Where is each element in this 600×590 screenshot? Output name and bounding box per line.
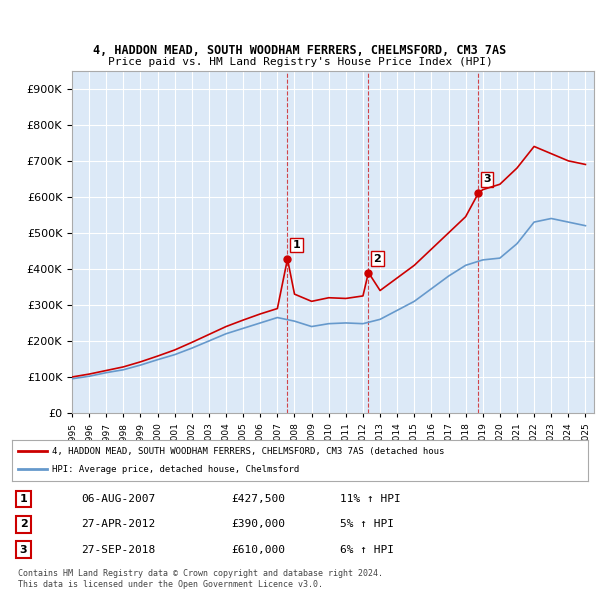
Text: 1: 1 bbox=[20, 494, 28, 504]
Text: £427,500: £427,500 bbox=[231, 494, 285, 504]
Text: HPI: Average price, detached house, Chelmsford: HPI: Average price, detached house, Chel… bbox=[52, 465, 299, 474]
Text: 4, HADDON MEAD, SOUTH WOODHAM FERRERS, CHELMSFORD, CM3 7AS: 4, HADDON MEAD, SOUTH WOODHAM FERRERS, C… bbox=[94, 44, 506, 57]
Text: 5% ↑ HPI: 5% ↑ HPI bbox=[340, 519, 394, 529]
Text: 4, HADDON MEAD, SOUTH WOODHAM FERRERS, CHELMSFORD, CM3 7AS (detached hous: 4, HADDON MEAD, SOUTH WOODHAM FERRERS, C… bbox=[52, 447, 445, 455]
Text: This data is licensed under the Open Government Licence v3.0.: This data is licensed under the Open Gov… bbox=[18, 579, 323, 589]
Text: 2: 2 bbox=[374, 254, 382, 264]
Text: 27-APR-2012: 27-APR-2012 bbox=[81, 519, 155, 529]
Text: £390,000: £390,000 bbox=[231, 519, 285, 529]
Text: 11% ↑ HPI: 11% ↑ HPI bbox=[340, 494, 401, 504]
Text: 3: 3 bbox=[20, 545, 28, 555]
Text: £610,000: £610,000 bbox=[231, 545, 285, 555]
Text: 06-AUG-2007: 06-AUG-2007 bbox=[81, 494, 155, 504]
Text: 2: 2 bbox=[20, 519, 28, 529]
Text: 27-SEP-2018: 27-SEP-2018 bbox=[81, 545, 155, 555]
Text: 6% ↑ HPI: 6% ↑ HPI bbox=[340, 545, 394, 555]
Text: Contains HM Land Registry data © Crown copyright and database right 2024.: Contains HM Land Registry data © Crown c… bbox=[18, 569, 383, 578]
Text: 1: 1 bbox=[293, 240, 301, 250]
Text: 3: 3 bbox=[484, 175, 491, 185]
Text: Price paid vs. HM Land Registry's House Price Index (HPI): Price paid vs. HM Land Registry's House … bbox=[107, 57, 493, 67]
